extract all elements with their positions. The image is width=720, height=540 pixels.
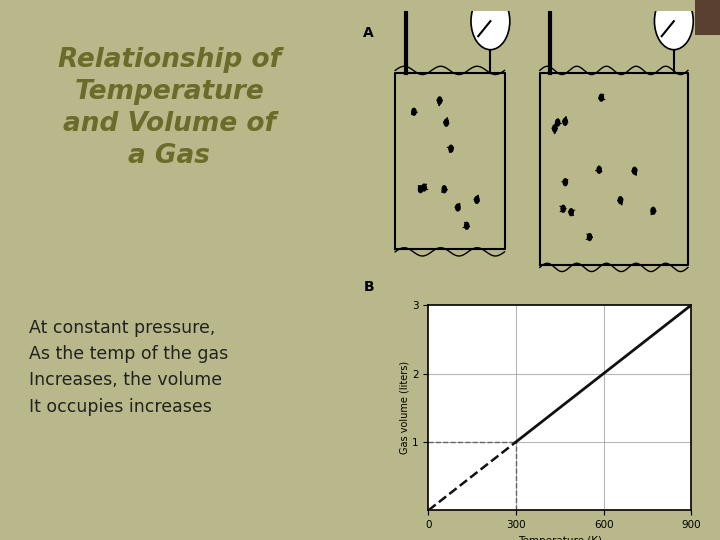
Circle shape: [418, 185, 423, 193]
Circle shape: [464, 221, 469, 230]
Circle shape: [552, 124, 557, 132]
Text: At constant pressure,
As the temp of the gas
Increases, the volume
It occupies i: At constant pressure, As the temp of the…: [29, 319, 228, 416]
Circle shape: [444, 119, 449, 127]
Circle shape: [448, 145, 454, 153]
Text: A: A: [364, 26, 374, 40]
Text: Relationship of
Temperature
and Volume of
a Gas: Relationship of Temperature and Volume o…: [58, 47, 281, 169]
Circle shape: [560, 205, 566, 213]
Circle shape: [598, 93, 604, 102]
Circle shape: [411, 107, 417, 116]
Circle shape: [562, 118, 568, 126]
Circle shape: [618, 196, 624, 204]
Circle shape: [555, 118, 560, 127]
Circle shape: [631, 166, 637, 175]
Circle shape: [441, 185, 447, 193]
Text: B: B: [364, 280, 374, 294]
Circle shape: [437, 96, 443, 105]
Circle shape: [562, 178, 568, 186]
Circle shape: [650, 207, 656, 215]
Circle shape: [568, 208, 574, 217]
Circle shape: [421, 184, 427, 192]
X-axis label: Temperature (K): Temperature (K): [518, 536, 602, 540]
Y-axis label: Gas volume (liters): Gas volume (liters): [400, 361, 409, 454]
Circle shape: [471, 0, 510, 50]
Circle shape: [474, 196, 480, 204]
Circle shape: [654, 0, 693, 50]
Circle shape: [596, 166, 602, 174]
Circle shape: [587, 233, 593, 241]
Circle shape: [455, 204, 461, 212]
